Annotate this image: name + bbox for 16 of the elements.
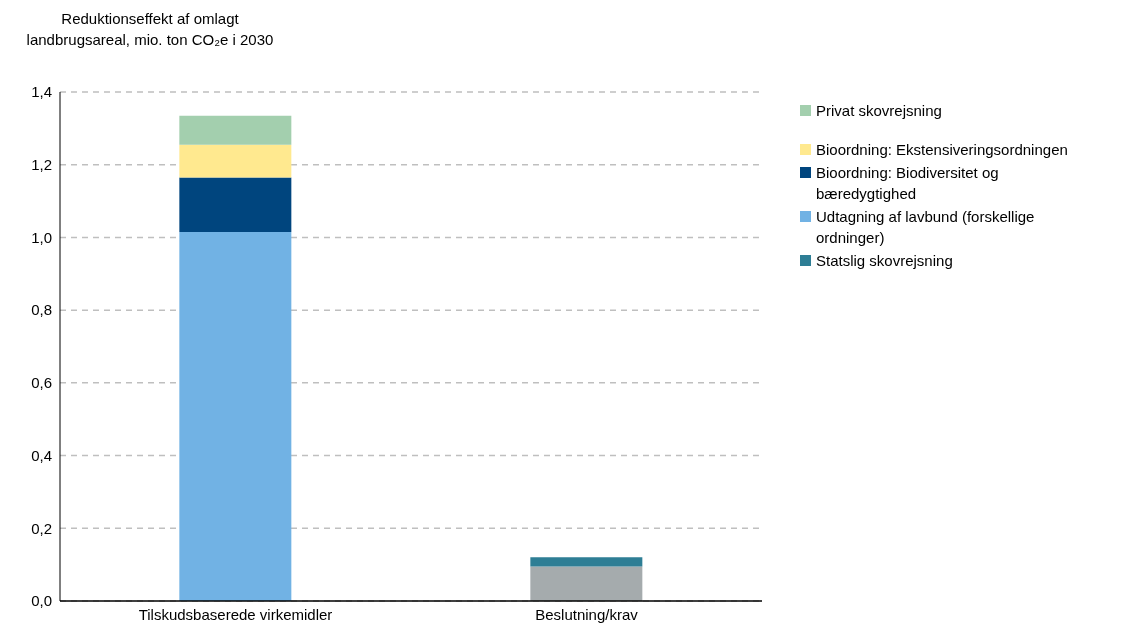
y-tick-label: 1,0 (31, 228, 52, 246)
legend-label: Statslig skovrejsning (816, 251, 953, 271)
y-axis-title: Reduktionseffekt af omlagt landbrugsareal, mio. ton CO₂e i 2030 (25, 9, 275, 50)
x-tick-label: Beslutning/krav (535, 605, 639, 623)
y-tick-label: 0,8 (31, 301, 52, 319)
legend-label: Privat skovrejsning (816, 101, 942, 121)
x-tick-label: Tilskudsbaserede virkemidler (138, 605, 333, 623)
legend-label: Udtagning af lavbund (forskellige ordninger) (816, 207, 1036, 248)
y-tick-label: 0,6 (31, 374, 52, 392)
legend-label: Bioordning: Ekstensiveringsordningen (816, 140, 1068, 160)
y-tick-label: 0,4 (31, 446, 52, 464)
y-tick-label: 1,4 (31, 83, 52, 101)
y-tick-label: 0,2 (31, 519, 52, 537)
y-tick-label: 0,0 (31, 592, 52, 610)
y-tick-label: 1,2 (31, 156, 52, 174)
legend-label: Bioordning: Biodiversitet og bæredygtighed (816, 163, 1000, 204)
